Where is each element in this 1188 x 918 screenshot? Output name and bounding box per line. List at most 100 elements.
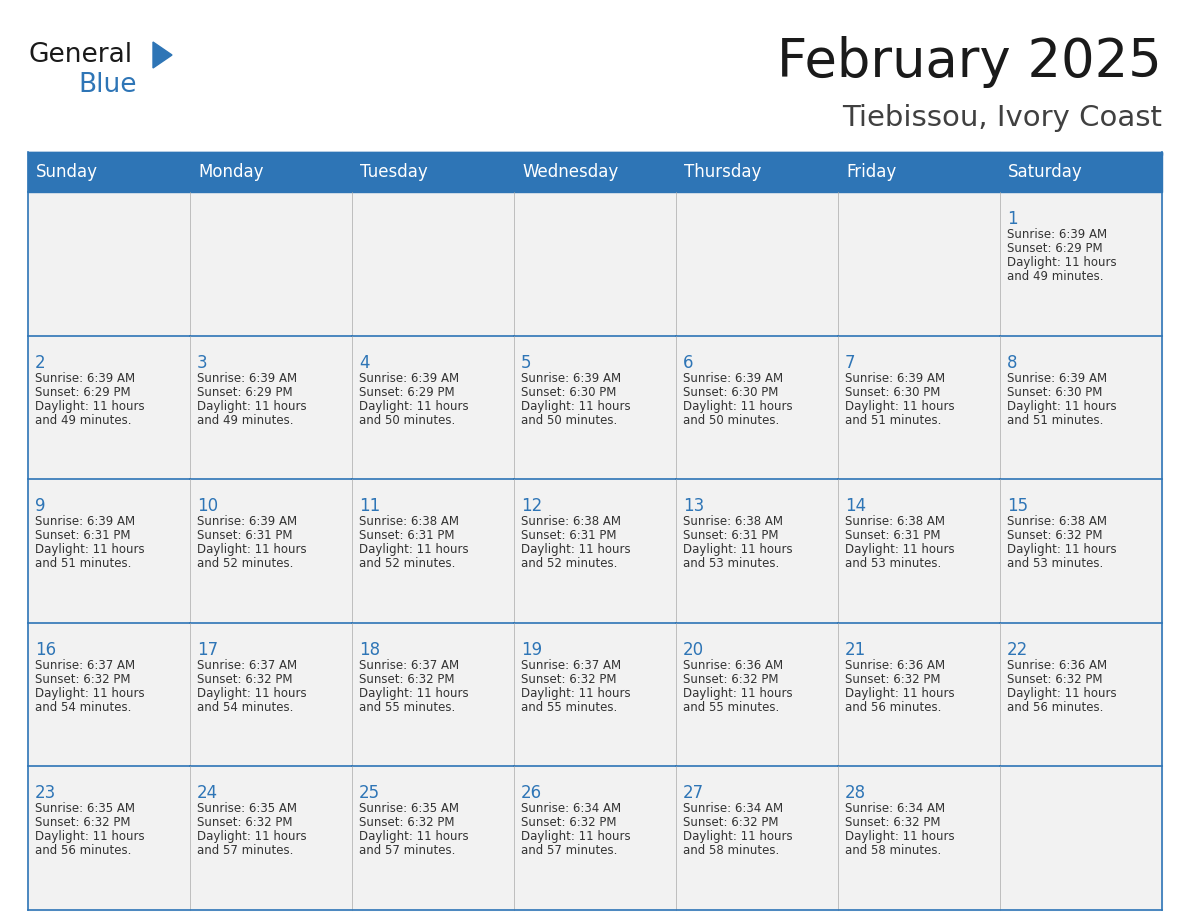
Text: Sunrise: 6:39 AM: Sunrise: 6:39 AM: [1007, 228, 1107, 241]
Text: 23: 23: [34, 784, 56, 802]
Text: and 51 minutes.: and 51 minutes.: [34, 557, 132, 570]
Text: Sunrise: 6:35 AM: Sunrise: 6:35 AM: [359, 802, 459, 815]
Text: General: General: [29, 42, 132, 68]
Text: 21: 21: [845, 641, 866, 659]
Bar: [1000, 622, 1162, 767]
Bar: [1000, 336, 1162, 479]
Text: Daylight: 11 hours: Daylight: 11 hours: [845, 831, 955, 844]
Text: Friday: Friday: [846, 163, 896, 181]
Text: Sunrise: 6:39 AM: Sunrise: 6:39 AM: [1007, 372, 1107, 385]
Text: Daylight: 11 hours: Daylight: 11 hours: [845, 687, 955, 700]
Text: and 57 minutes.: and 57 minutes.: [197, 845, 293, 857]
Text: Daylight: 11 hours: Daylight: 11 hours: [359, 399, 468, 412]
Text: 11: 11: [359, 498, 380, 515]
Bar: [1000, 152, 1162, 192]
Bar: [838, 479, 1000, 622]
Text: 6: 6: [683, 353, 694, 372]
Text: and 53 minutes.: and 53 minutes.: [845, 557, 941, 570]
Text: Sunrise: 6:39 AM: Sunrise: 6:39 AM: [845, 372, 946, 385]
Text: 20: 20: [683, 641, 704, 659]
Text: Sunset: 6:32 PM: Sunset: 6:32 PM: [1007, 529, 1102, 543]
Text: Daylight: 11 hours: Daylight: 11 hours: [845, 399, 955, 412]
Text: Sunset: 6:31 PM: Sunset: 6:31 PM: [522, 529, 617, 543]
Text: Sunrise: 6:38 AM: Sunrise: 6:38 AM: [683, 515, 783, 528]
Text: and 49 minutes.: and 49 minutes.: [197, 414, 293, 427]
Text: Daylight: 11 hours: Daylight: 11 hours: [1007, 399, 1117, 412]
Bar: [838, 336, 1000, 479]
Text: Daylight: 11 hours: Daylight: 11 hours: [197, 687, 307, 700]
Text: 18: 18: [359, 641, 380, 659]
Text: 8: 8: [1007, 353, 1017, 372]
Text: 25: 25: [359, 784, 380, 802]
Bar: [29, 152, 190, 192]
Text: 4: 4: [359, 353, 369, 372]
Text: 1: 1: [1007, 210, 1018, 228]
Text: Monday: Monday: [198, 163, 264, 181]
Text: Sunset: 6:32 PM: Sunset: 6:32 PM: [522, 673, 617, 686]
Text: Sunset: 6:32 PM: Sunset: 6:32 PM: [683, 673, 778, 686]
Bar: [676, 152, 838, 192]
Text: Sunrise: 6:38 AM: Sunrise: 6:38 AM: [845, 515, 944, 528]
Bar: [676, 622, 838, 767]
Text: Sunset: 6:30 PM: Sunset: 6:30 PM: [683, 386, 778, 398]
Polygon shape: [153, 42, 172, 68]
Bar: [676, 336, 838, 479]
Text: Sunrise: 6:39 AM: Sunrise: 6:39 AM: [683, 372, 783, 385]
Text: Daylight: 11 hours: Daylight: 11 hours: [683, 543, 792, 556]
Text: and 56 minutes.: and 56 minutes.: [1007, 700, 1104, 714]
Text: Sunset: 6:32 PM: Sunset: 6:32 PM: [845, 673, 941, 686]
Bar: [676, 479, 838, 622]
Bar: [676, 192, 838, 336]
Text: 19: 19: [522, 641, 542, 659]
Text: Sunset: 6:31 PM: Sunset: 6:31 PM: [683, 529, 778, 543]
Text: 17: 17: [197, 641, 219, 659]
Text: 22: 22: [1007, 641, 1029, 659]
Text: Daylight: 11 hours: Daylight: 11 hours: [1007, 256, 1117, 269]
Bar: [29, 622, 190, 767]
Text: Daylight: 11 hours: Daylight: 11 hours: [197, 543, 307, 556]
Text: Sunset: 6:30 PM: Sunset: 6:30 PM: [522, 386, 617, 398]
Bar: [352, 622, 514, 767]
Bar: [838, 152, 1000, 192]
Text: Daylight: 11 hours: Daylight: 11 hours: [197, 831, 307, 844]
Bar: [29, 767, 190, 910]
Text: Sunset: 6:32 PM: Sunset: 6:32 PM: [522, 816, 617, 829]
Text: 9: 9: [34, 498, 45, 515]
Text: Sunrise: 6:39 AM: Sunrise: 6:39 AM: [522, 372, 621, 385]
Text: and 53 minutes.: and 53 minutes.: [683, 557, 779, 570]
Text: 7: 7: [845, 353, 855, 372]
Bar: [1000, 479, 1162, 622]
Bar: [514, 336, 676, 479]
Text: Sunrise: 6:37 AM: Sunrise: 6:37 AM: [34, 659, 135, 672]
Text: Sunrise: 6:36 AM: Sunrise: 6:36 AM: [845, 659, 946, 672]
Text: and 57 minutes.: and 57 minutes.: [522, 845, 618, 857]
Text: and 50 minutes.: and 50 minutes.: [522, 414, 618, 427]
Text: Sunrise: 6:39 AM: Sunrise: 6:39 AM: [34, 372, 135, 385]
Text: and 53 minutes.: and 53 minutes.: [1007, 557, 1104, 570]
Bar: [514, 479, 676, 622]
Text: 2: 2: [34, 353, 45, 372]
Text: Daylight: 11 hours: Daylight: 11 hours: [34, 687, 145, 700]
Bar: [352, 479, 514, 622]
Text: Sunset: 6:30 PM: Sunset: 6:30 PM: [1007, 386, 1102, 398]
Text: Blue: Blue: [78, 72, 137, 98]
Text: 12: 12: [522, 498, 542, 515]
Bar: [29, 192, 190, 336]
Bar: [190, 622, 352, 767]
Text: and 56 minutes.: and 56 minutes.: [34, 845, 132, 857]
Bar: [190, 479, 352, 622]
Text: 26: 26: [522, 784, 542, 802]
Text: Sunset: 6:32 PM: Sunset: 6:32 PM: [34, 816, 131, 829]
Text: Daylight: 11 hours: Daylight: 11 hours: [522, 543, 631, 556]
Text: and 58 minutes.: and 58 minutes.: [683, 845, 779, 857]
Bar: [29, 479, 190, 622]
Text: and 54 minutes.: and 54 minutes.: [197, 700, 293, 714]
Text: and 49 minutes.: and 49 minutes.: [1007, 270, 1104, 283]
Text: and 56 minutes.: and 56 minutes.: [845, 700, 941, 714]
Bar: [190, 767, 352, 910]
Text: Sunrise: 6:35 AM: Sunrise: 6:35 AM: [197, 802, 297, 815]
Text: Thursday: Thursday: [684, 163, 762, 181]
Bar: [190, 192, 352, 336]
Text: Sunrise: 6:36 AM: Sunrise: 6:36 AM: [683, 659, 783, 672]
Text: Sunset: 6:31 PM: Sunset: 6:31 PM: [359, 529, 455, 543]
